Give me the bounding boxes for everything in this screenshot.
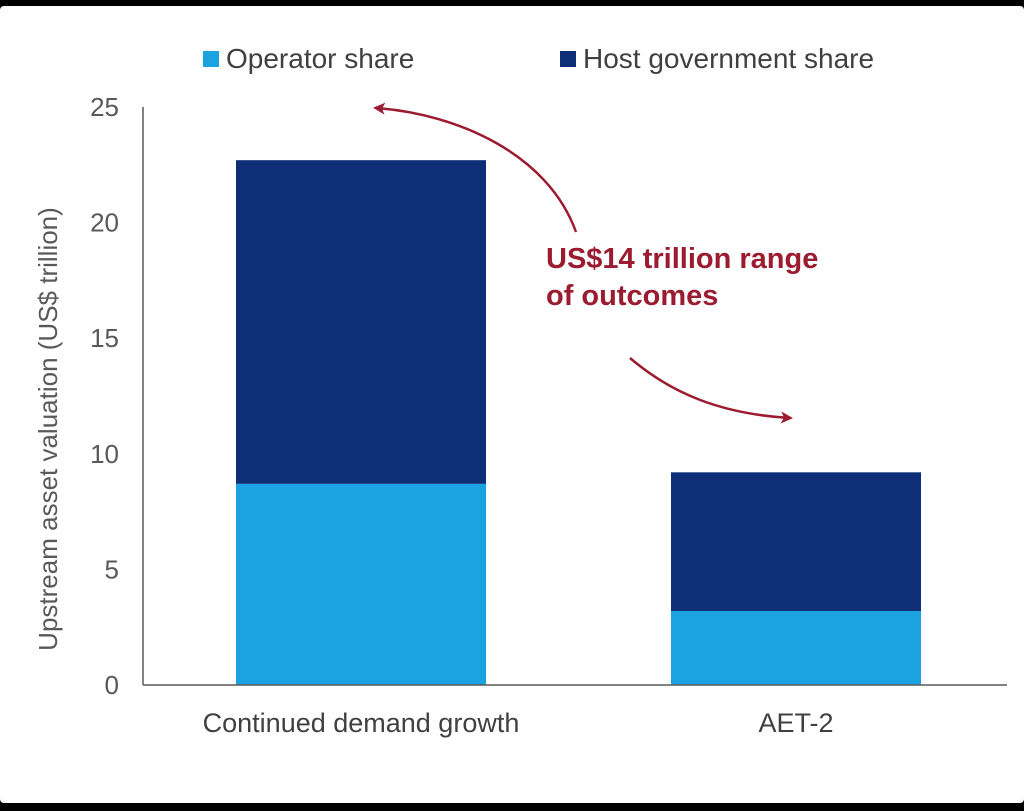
y-tick-label: 15 (90, 323, 119, 353)
y-tick-label: 25 (90, 92, 119, 122)
x-category-label: Continued demand growth (203, 708, 520, 738)
legend-label-host-government: Host government share (583, 43, 874, 74)
legend-swatch-host-government (560, 51, 576, 67)
y-axis-ticks: 0 5 10 15 20 25 (90, 92, 119, 700)
y-tick-label: 10 (90, 439, 119, 469)
legend-label-operator: Operator share (226, 43, 414, 74)
upper-arrow-icon (373, 102, 578, 233)
x-category-label: AET-2 (758, 708, 833, 738)
stacked-bar-chart: Operator share Host government share Ups… (33, 43, 1007, 738)
x-axis-category-labels: Continued demand growth AET-2 (203, 708, 834, 738)
bar-operator-share (671, 611, 921, 685)
annotation-line-1: US$14 trillion range (546, 243, 818, 275)
legend-swatch-operator (203, 51, 219, 67)
annotation-line-2: of outcomes (546, 280, 718, 312)
bar-operator-share (236, 483, 486, 685)
lower-arrow-icon (629, 357, 793, 424)
y-axis-label: Upstream asset valuation (US$ trillion) (33, 207, 63, 651)
y-tick-label: 0 (105, 670, 119, 700)
bar-host-government-share (671, 472, 921, 612)
bars (236, 160, 921, 685)
y-tick-label: 20 (90, 208, 119, 238)
chart-frame: Operator share Host government share Ups… (0, 6, 1024, 803)
legend: Operator share Host government share (203, 43, 874, 74)
range-annotation: US$14 trillion range of outcomes (373, 102, 818, 424)
y-tick-label: 5 (105, 554, 119, 584)
bar-host-government-share (236, 160, 486, 484)
